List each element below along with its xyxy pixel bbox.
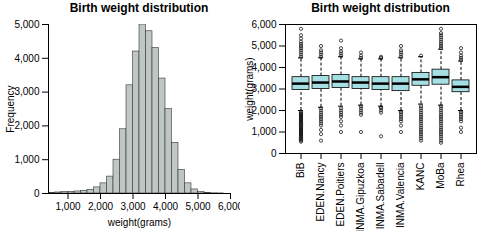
svg-text:3,000: 3,000 xyxy=(251,83,276,94)
svg-text:1,000: 1,000 xyxy=(14,154,39,165)
svg-text:MoBa: MoBa xyxy=(435,162,446,189)
svg-text:INMA.Sabadell: INMA.Sabadell xyxy=(375,163,386,230)
svg-text:EDEN.Poitiers: EDEN.Poitiers xyxy=(335,163,346,227)
svg-text:2,000: 2,000 xyxy=(251,105,276,116)
svg-text:BiB: BiB xyxy=(295,162,306,178)
html-text:Birth weight distribution: Birth weight distribution xyxy=(311,1,450,15)
svg-text:0: 0 xyxy=(34,188,40,199)
svg-text:Frequency: Frequency xyxy=(5,85,16,132)
svg-text:weight(grams): weight(grams) xyxy=(244,57,255,121)
html-text:Birth weight distribution: Birth weight distribution xyxy=(69,1,209,15)
svg-text:5,000: 5,000 xyxy=(185,201,210,212)
svg-text:2,000: 2,000 xyxy=(14,120,39,131)
svg-text:Rhea: Rhea xyxy=(455,162,466,186)
svg-text:6,000: 6,000 xyxy=(251,19,276,30)
svg-text:5,000: 5,000 xyxy=(14,19,39,30)
svg-text:KANC: KANC xyxy=(415,163,426,191)
svg-text:0: 0 xyxy=(271,148,277,159)
svg-text:4,000: 4,000 xyxy=(14,53,39,64)
svg-text:4,000: 4,000 xyxy=(153,201,178,212)
svg-text:2,000: 2,000 xyxy=(88,201,113,212)
svg-text:INMA.Valencia: INMA.Valencia xyxy=(395,162,406,228)
svg-text:6,000: 6,000 xyxy=(218,201,240,212)
svg-text:INMA.Gipuzkoa: INMA.Gipuzkoa xyxy=(355,162,366,231)
svg-text:5,000: 5,000 xyxy=(251,40,276,51)
svg-text:EDEN.Nancy: EDEN.Nancy xyxy=(315,163,326,222)
svg-text:weight(grams): weight(grams) xyxy=(107,217,171,228)
svg-text:4,000: 4,000 xyxy=(251,62,276,73)
svg-text:1,000: 1,000 xyxy=(55,201,80,212)
svg-text:3,000: 3,000 xyxy=(120,201,145,212)
svg-text:3,000: 3,000 xyxy=(14,86,39,97)
svg-text:1,000: 1,000 xyxy=(251,126,276,137)
